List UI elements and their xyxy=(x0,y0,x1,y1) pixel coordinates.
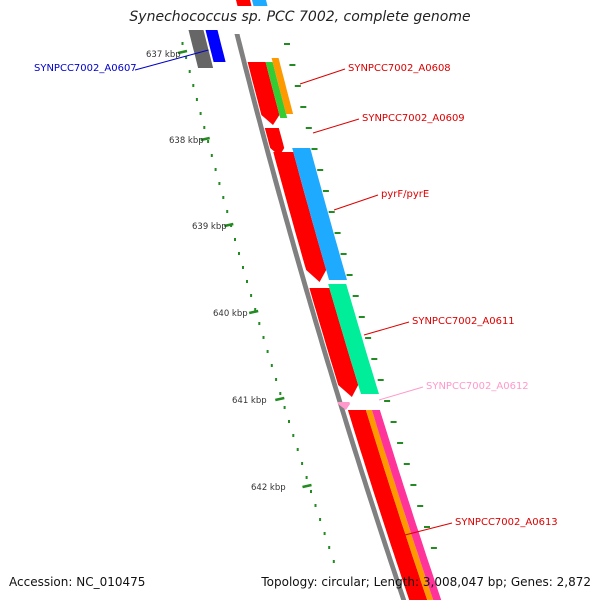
gene-label-a0611[interactable]: SYNPCC7002_A0611 xyxy=(412,316,515,327)
scale-dot xyxy=(210,154,213,157)
gene-label-a0608[interactable]: SYNPCC7002_A0608 xyxy=(348,63,451,74)
scale-dot xyxy=(246,280,248,283)
label-leader-line xyxy=(299,68,346,85)
gene-label-a0613[interactable]: SYNPCC7002_A0613 xyxy=(455,517,558,528)
genome-summary-text: Topology: circular; Length: 3,008,047 bp… xyxy=(261,575,591,589)
scale-major-tick xyxy=(302,483,312,489)
label-leader-line xyxy=(378,386,424,401)
scale-dot xyxy=(279,392,282,395)
scale-major-tick xyxy=(248,309,259,315)
scale-dot xyxy=(296,448,299,451)
label-leader-line xyxy=(312,118,360,134)
scale-dot xyxy=(195,98,198,101)
label-leader-line xyxy=(333,194,379,211)
scale-dot xyxy=(323,532,326,535)
scale-dot xyxy=(214,168,217,171)
gene-a0613-magenta xyxy=(371,410,442,600)
gene-partial-top xyxy=(236,0,252,6)
scale-major-tick xyxy=(200,136,210,142)
scale-dot xyxy=(234,238,236,241)
gene-a0611-mint xyxy=(328,284,379,394)
tick-label-642: 642 kbp xyxy=(251,483,286,493)
scale-dot xyxy=(301,462,304,465)
scale-dot xyxy=(254,308,257,311)
scale-dot xyxy=(310,490,312,493)
label-leader-line xyxy=(404,522,453,536)
scale-major-tick xyxy=(224,222,234,228)
tick-label-637: 637 kbp xyxy=(146,50,181,60)
gene-pyrf-arrow xyxy=(273,152,327,282)
accession-text: Accession: NC_010475 xyxy=(9,575,146,589)
scale-dot xyxy=(314,504,317,507)
scale-dot xyxy=(292,434,295,437)
scale-major-tick xyxy=(177,49,188,55)
gene-a0611-arrow xyxy=(309,288,359,397)
scale-major-tick xyxy=(275,396,285,402)
gene-a0607-block xyxy=(205,30,226,62)
scale-dot xyxy=(305,476,308,479)
scale-dot xyxy=(266,350,269,353)
scale-dot xyxy=(192,84,195,87)
scale-dot xyxy=(203,126,206,129)
tick-label-641: 641 kbp xyxy=(232,396,267,406)
scale-dot xyxy=(181,42,184,45)
scale-dot xyxy=(288,420,290,423)
scale-dot xyxy=(188,70,191,73)
scale-dot xyxy=(199,112,202,115)
scale-dot xyxy=(270,364,273,367)
label-leader-line xyxy=(134,49,209,71)
scale-dot xyxy=(250,294,253,297)
scale-dot xyxy=(332,560,335,563)
scale-dot xyxy=(226,210,229,213)
scale-dot xyxy=(242,266,244,269)
gene-a0612-arrow xyxy=(337,402,350,410)
gene-a0613-red xyxy=(347,410,428,600)
tick-label-640: 640 kbp xyxy=(213,309,248,319)
genome-backbone xyxy=(234,34,407,600)
scale-dot xyxy=(185,56,188,59)
tick-label-639: 639 kbp xyxy=(192,222,227,232)
gene-partial-top-cyan xyxy=(252,0,268,6)
gene-a0608-green xyxy=(265,62,288,118)
scale-dot xyxy=(328,546,331,549)
map-title: Synechococcus sp. PCC 7002, complete gen… xyxy=(129,9,471,25)
gene-label-a0607[interactable]: SYNPCC7002_A0607 xyxy=(34,63,137,74)
scale-dot xyxy=(207,140,210,143)
scale-dot xyxy=(218,182,221,185)
gene-a0609-arrow xyxy=(264,128,285,156)
gene-label-a0612[interactable]: SYNPCC7002_A0612 xyxy=(426,381,529,392)
scale-dot xyxy=(258,322,261,325)
scale-dot xyxy=(262,336,265,339)
scale-dot xyxy=(222,196,225,199)
gene-pyrf-cyan xyxy=(292,148,347,280)
tick-label-638: 638 kbp xyxy=(169,136,204,146)
gene-a0608-orange xyxy=(271,58,294,114)
label-leader-line xyxy=(363,321,410,336)
scale-dot xyxy=(319,518,322,521)
scale-dot xyxy=(238,252,240,255)
gene-label-a0609[interactable]: SYNPCC7002_A0609 xyxy=(362,113,465,124)
gene-a0613-orange xyxy=(365,410,434,600)
gene-label-pyrf-pyre[interactable]: pyrF/pyrE xyxy=(381,189,430,200)
scale-dot xyxy=(275,378,278,381)
scale-dot xyxy=(283,406,286,409)
gene-block-grey xyxy=(188,30,214,68)
gene-a0608-arrow xyxy=(247,62,280,125)
